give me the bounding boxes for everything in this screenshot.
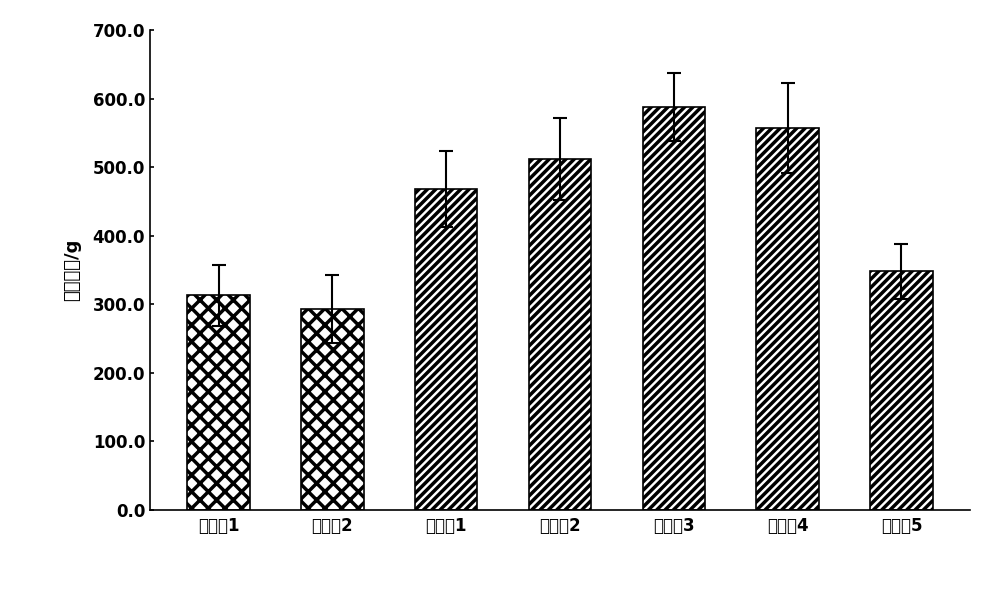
Bar	[756, 128, 819, 510]
Bar	[529, 159, 591, 510]
Bar	[301, 309, 364, 510]
Bar	[415, 189, 477, 510]
Bar	[870, 271, 933, 510]
Bar	[643, 107, 705, 510]
Bar	[187, 295, 250, 510]
Y-axis label: 饥干酥性/g: 饥干酥性/g	[64, 239, 82, 301]
